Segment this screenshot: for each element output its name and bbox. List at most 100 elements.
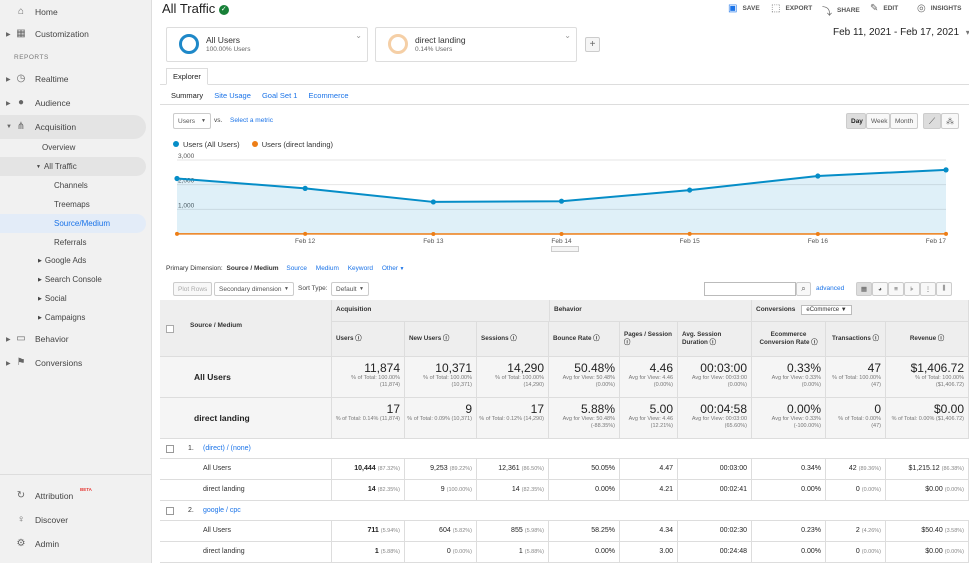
dimension-medium-link[interactable]: Medium — [315, 265, 339, 272]
term-cloud-icon[interactable]: ⋮ — [920, 282, 936, 296]
nav-audience[interactable]: ▶ ● Audience — [0, 91, 152, 115]
expand-arrow-icon: ▶ — [6, 76, 11, 83]
secondary-dimension-select[interactable]: Secondary dimension ▼ — [214, 282, 294, 296]
dimension-source-link[interactable]: Source — [286, 265, 307, 272]
header-col-new-users[interactable]: New Users ⓘ — [405, 322, 477, 357]
chevron-down-icon[interactable]: ⌄ — [355, 31, 362, 40]
metric-select[interactable]: Users ▼ — [173, 113, 211, 129]
cell-value: 1 — [374, 548, 379, 555]
nav-all-traffic[interactable]: ▼ All Traffic — [0, 157, 146, 176]
insights-button[interactable]: ◎ INSIGHTS — [917, 3, 961, 14]
header-col-transactions[interactable]: Transactions ⓘ — [826, 322, 886, 357]
performance-view-icon[interactable]: ≡ — [888, 282, 904, 296]
nav-search-console[interactable]: ▶ Search Console — [38, 270, 102, 289]
nav-campaigns-label: Campaigns — [44, 313, 86, 322]
row-source-link[interactable]: (direct) / (none) — [203, 445, 251, 452]
grid-view-icon[interactable]: ▦ — [856, 282, 872, 296]
summary-subtext: % of Total: 100.00% (10,371) — [423, 375, 472, 388]
header-col-bounce-rate[interactable]: Bounce Rate ⓘ — [549, 322, 620, 357]
nav-source-medium[interactable]: Source/Medium — [0, 214, 146, 233]
header-col-pages-session[interactable]: Pages / Session ⓘ — [620, 322, 678, 357]
row-checkbox[interactable] — [166, 445, 174, 453]
cell-value: $1,215.12 — [908, 465, 940, 472]
day-button[interactable]: Day — [846, 113, 866, 129]
nav-admin[interactable]: ⚙ Admin — [0, 532, 152, 556]
data-point — [558, 198, 565, 204]
nav-attribution[interactable]: ↻ Attribution BETA — [0, 484, 152, 508]
summary-subtext: % of Total: 100.00% ($1,406.72) — [915, 375, 964, 388]
nav-realtime[interactable]: ▶ ◷ Realtime — [0, 67, 152, 91]
x-tick-label: Feb 17 — [926, 238, 947, 245]
sort-type-select[interactable]: Default ▼ — [331, 282, 369, 296]
header-col-sessions[interactable]: Sessions ⓘ — [477, 322, 549, 357]
summary-cell: 0% of Total: 0.00% (47) — [826, 398, 886, 439]
save-label: SAVE — [742, 5, 760, 12]
table-cell: $1,215.12 (86.38%) — [886, 459, 969, 480]
header-col-ecommerce-conversion-rate[interactable]: Ecommerce Conversion Rate ⓘ — [752, 322, 826, 357]
plot-rows-button[interactable]: Plot Rows — [173, 282, 213, 296]
nav-acquisition[interactable]: ▼ ⋔ Acquisition — [0, 115, 146, 139]
nav-social[interactable]: ▶ Social — [38, 289, 67, 308]
header-col-users[interactable]: Users ⓘ — [332, 322, 405, 357]
expand-arrow-icon: ▶ — [6, 31, 11, 38]
chart-resize-handle[interactable] — [551, 246, 579, 252]
chevron-down-icon[interactable]: ⌄ — [564, 31, 571, 40]
cell-percent: (82.35%) — [521, 487, 544, 493]
subtab-summary[interactable]: Summary — [171, 91, 204, 100]
week-button[interactable]: Week — [866, 113, 890, 129]
data-point — [687, 187, 693, 193]
nav-behavior[interactable]: ▶ ▭ Behavior — [0, 327, 152, 351]
tab-explorer[interactable]: Explorer — [166, 68, 208, 85]
select-metric-link[interactable]: Select a metric — [230, 117, 273, 124]
date-range-picker[interactable]: Feb 11, 2021 - Feb 17, 2021 ▾ — [833, 27, 969, 38]
nav-home[interactable]: ⌂ Home — [0, 0, 152, 24]
export-button[interactable]: ⬚ EXPORT — [771, 3, 812, 14]
cell-value: 00:24:48 — [719, 548, 747, 555]
x-tick-label: Feb 16 — [808, 238, 829, 245]
dimension-other-link[interactable]: Other — [381, 265, 399, 272]
behavior-icon: ▭ — [16, 333, 26, 344]
subtab-ecommerce[interactable]: Ecommerce — [308, 91, 349, 100]
edit-button[interactable]: ✎ EDIT — [870, 3, 898, 14]
subtab-site-usage[interactable]: Site Usage — [214, 91, 251, 100]
nav-overview[interactable]: Overview — [42, 143, 76, 152]
header-col-avg-session-duration[interactable]: Avg. Session Duration ⓘ — [678, 322, 752, 357]
summary-cell: 17% of Total: 0.12% (14,290) — [477, 398, 549, 439]
line-chart-icon[interactable]: ⟋ — [923, 113, 941, 129]
header-source-medium[interactable]: Source / Medium — [190, 322, 243, 329]
summary-value: $1,406.72 — [910, 361, 964, 375]
summary-cell: 0.00% Avg for View: 0.33% (-100.00%) — [752, 398, 826, 439]
comparison-view-icon[interactable]: ⊧ — [904, 282, 920, 296]
summary-cell: 47% of Total: 100.00% (47) — [826, 357, 886, 398]
dimension-keyword-link[interactable]: Keyword — [347, 265, 374, 272]
nav-customization[interactable]: ▶ ▦ Customization — [0, 22, 152, 46]
caret-down-icon: ▾ — [965, 28, 969, 37]
nav-referrals[interactable]: Referrals — [54, 238, 87, 247]
pie-view-icon[interactable]: ◕ — [872, 282, 888, 296]
select-all-checkbox[interactable] — [166, 325, 174, 333]
share-button[interactable]: ⤵ SHARE — [822, 3, 860, 18]
summary-subtext: % of Total: 100.00% (14,290) — [495, 375, 544, 388]
month-button[interactable]: Month — [890, 113, 918, 129]
nav-google-ads[interactable]: ▶ Google Ads — [38, 251, 86, 270]
subtab-goal-set-1[interactable]: Goal Set 1 — [261, 91, 298, 100]
row-checkbox[interactable] — [166, 507, 174, 515]
nav-campaigns[interactable]: ▶ Campaigns — [38, 308, 85, 327]
search-icon[interactable]: ⌕ — [796, 282, 811, 296]
motion-chart-icon[interactable]: ⁂ — [941, 113, 959, 129]
header-col-revenue[interactable]: Revenue ⓘ — [886, 322, 969, 357]
segment-direct-landing[interactable]: direct landing 0.14% Users ⌄ — [375, 27, 577, 62]
segment-all-users[interactable]: All Users 100.00% Users ⌄ — [166, 27, 368, 62]
pivot-view-icon[interactable]: ⫼ — [936, 282, 952, 296]
table-search-input[interactable] — [704, 282, 796, 296]
save-button[interactable]: ▣ SAVE — [728, 3, 760, 14]
advanced-link[interactable]: advanced — [816, 285, 845, 292]
nav-channels[interactable]: Channels — [54, 181, 88, 190]
nav-conversions[interactable]: ▶ ⚑ Conversions — [0, 351, 152, 375]
nav-discover[interactable]: ♀ Discover — [0, 508, 152, 532]
sidebar: ⌂ Home ▶ ▦ Customization REPORTS ▶ ◷ Rea… — [0, 0, 152, 563]
conversions-goal-select[interactable]: eCommerce ▼ — [801, 305, 852, 315]
nav-treemaps[interactable]: Treemaps — [54, 200, 90, 209]
row-source-link[interactable]: google / cpc — [203, 507, 241, 514]
add-segment-button[interactable]: + — [585, 37, 600, 52]
